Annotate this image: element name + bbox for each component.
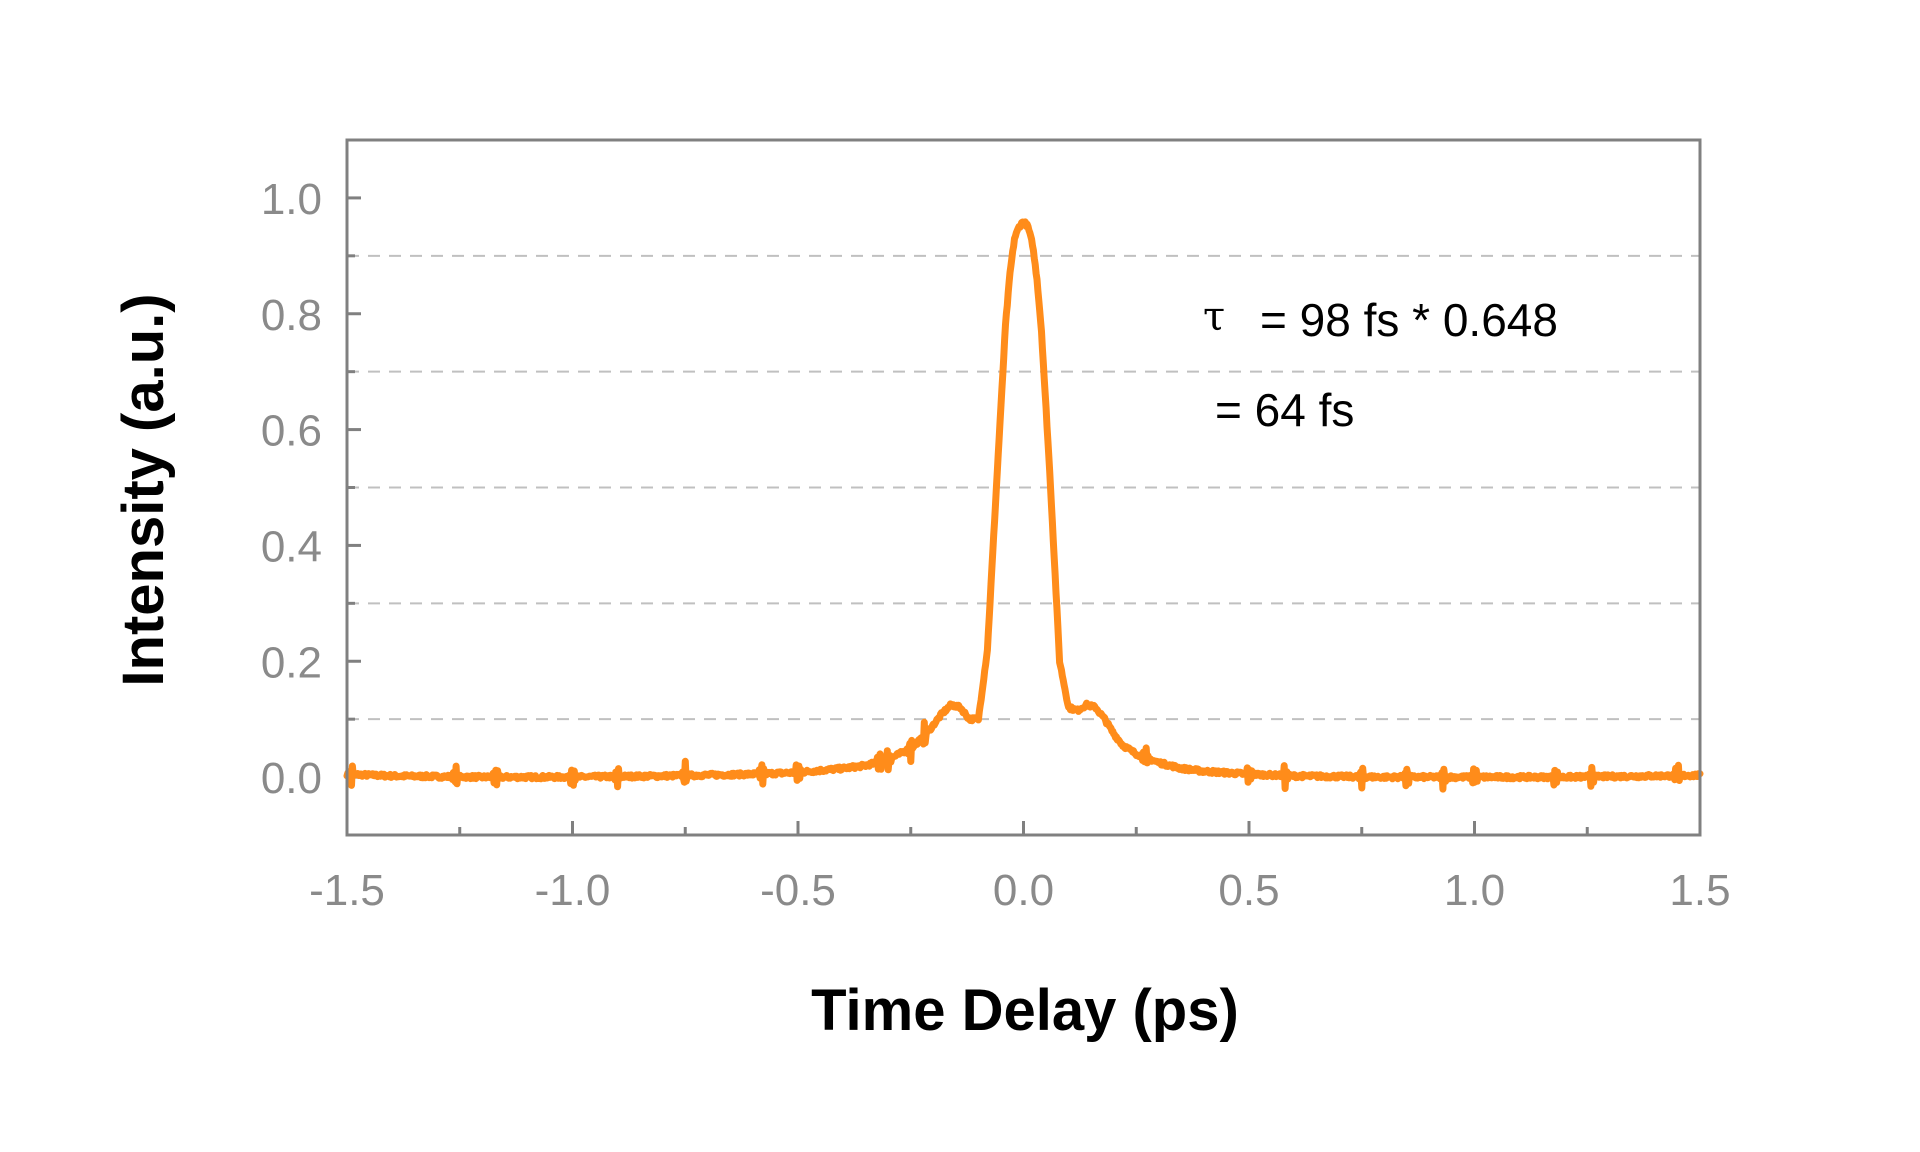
y-tick-label: 1.0 (261, 175, 322, 224)
y-tick-label: 0.8 (261, 291, 322, 340)
annotation-line-1: = 98 fs * 0.648 (1260, 294, 1558, 346)
annotation-tau-symbol: τ (1203, 294, 1225, 340)
y-tick-labels: 0.0 0.2 0.4 0.6 0.8 1.0 (261, 175, 322, 803)
grid-lines (347, 254, 1700, 721)
x-axis-title: Time Delay (ps) (811, 978, 1239, 1043)
x-tick-label: 0.5 (1218, 866, 1279, 915)
y-tick-label: 0.4 (261, 522, 322, 571)
x-tick-label: 1.0 (1444, 866, 1505, 915)
x-tick-label: -1.0 (535, 866, 611, 915)
y-tick-label: 0.6 (261, 407, 322, 456)
series-line (343, 218, 1704, 793)
y-tick-label: 0.2 (261, 638, 322, 687)
x-tick-labels: -1.5 -1.0 -0.5 0.0 0.5 1.0 1.5 (309, 866, 1731, 915)
plot-frame (345, 138, 1702, 837)
annotation-line-2: = 64 fs (1215, 384, 1354, 436)
x-tick-label: -1.5 (309, 866, 385, 915)
x-tick-label: 0.0 (993, 866, 1054, 915)
x-tick-label: 1.5 (1669, 866, 1730, 915)
y-tick-label: 0.0 (261, 754, 322, 803)
y-axis-title: Intensity (a.u.) (111, 293, 176, 686)
x-tick-label: -0.5 (760, 866, 836, 915)
